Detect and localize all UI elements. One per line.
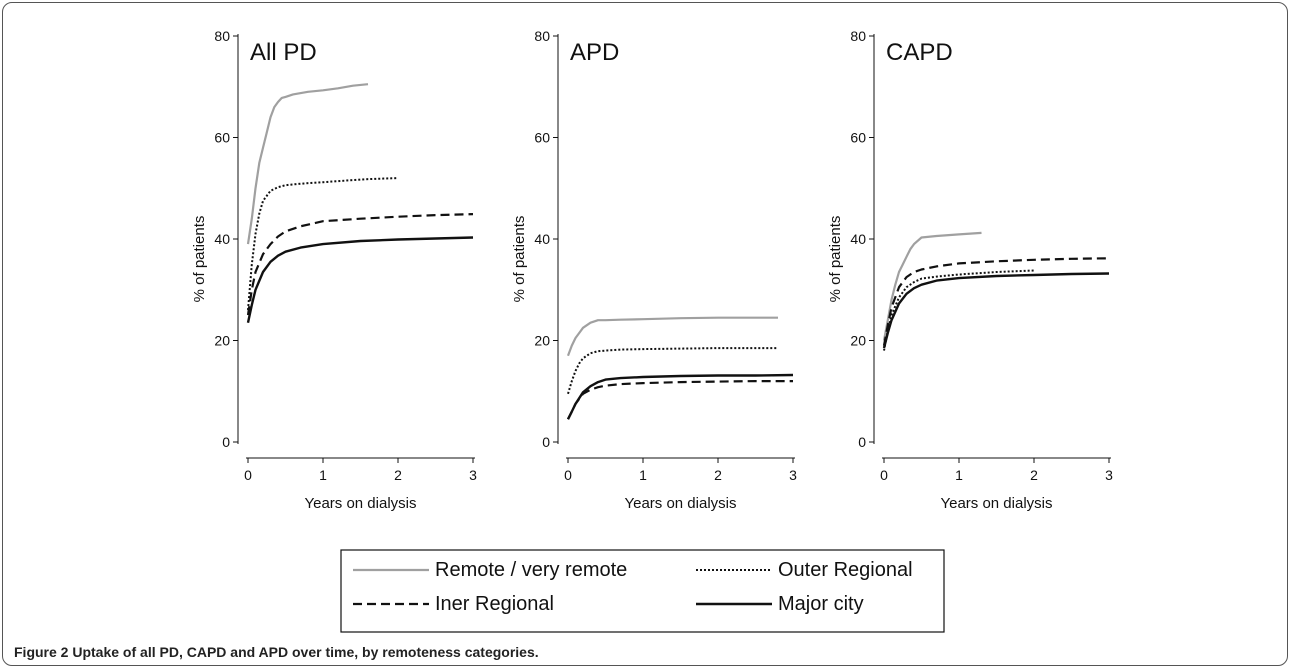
series-line-inner bbox=[882, 257, 1110, 346]
panel-title: All PD bbox=[250, 39, 317, 66]
x-axis-title: Years on dialysis bbox=[940, 495, 1052, 512]
series-line-major bbox=[246, 236, 474, 323]
x-tick-label: 1 bbox=[639, 467, 647, 483]
legend-box bbox=[340, 549, 945, 633]
x-tick-label: 1 bbox=[319, 467, 327, 483]
series-line-outer bbox=[883, 269, 1035, 351]
y-tick-label: 80 bbox=[214, 28, 230, 44]
y-tick-label: 40 bbox=[214, 231, 230, 247]
y-tick-label: 0 bbox=[858, 434, 866, 450]
x-tick-label: 0 bbox=[880, 467, 888, 483]
x-tick-label: 0 bbox=[564, 467, 572, 483]
legend-label-outer: Outer Regional bbox=[778, 559, 913, 581]
x-axis-title: Years on dialysis bbox=[624, 495, 736, 512]
y-axis-title: % of patients bbox=[511, 216, 528, 303]
y-tick-label: 60 bbox=[214, 130, 230, 146]
y-axis-title: % of patients bbox=[191, 216, 208, 303]
chart-panel-apd: 0 20 40 60 80 0 1 2 3 Years on dialysis % of patie… bbox=[511, 28, 797, 512]
x-tick-label: 2 bbox=[714, 467, 722, 483]
y-tick-label: 40 bbox=[534, 231, 550, 247]
series-line-remote bbox=[246, 83, 369, 245]
x-tick-label: 3 bbox=[469, 467, 477, 483]
x-axis-title: Years on dialysis bbox=[304, 495, 416, 512]
series-line-major bbox=[882, 272, 1110, 349]
x-tick-label: 1 bbox=[955, 467, 963, 483]
legend: Remote / very remote Outer Regional Iner R… bbox=[340, 549, 945, 633]
y-tick-label: 20 bbox=[850, 333, 866, 349]
legend-label-remote: Remote / very remote bbox=[435, 559, 627, 581]
x-tick-label: 0 bbox=[244, 467, 252, 483]
y-tick-label: 20 bbox=[534, 333, 550, 349]
legend-label-inner: Iner Regional bbox=[435, 593, 554, 615]
panel-title: APD bbox=[570, 39, 619, 66]
series-line-remote bbox=[882, 231, 982, 341]
series-line-inner bbox=[246, 213, 474, 316]
y-tick-label: 0 bbox=[542, 434, 550, 450]
y-tick-label: 60 bbox=[534, 130, 550, 146]
y-axis-title: % of patients bbox=[827, 216, 844, 303]
y-tick-label: 0 bbox=[222, 434, 230, 450]
legend-items: Remote / very remote Outer Regional Iner R… bbox=[353, 559, 913, 615]
series-line-inner bbox=[567, 380, 793, 420]
panel-title: CAPD bbox=[886, 39, 953, 66]
figure-caption-text: Uptake of all PD, CAPD and APD over time… bbox=[72, 644, 539, 660]
y-tick-label: 80 bbox=[850, 28, 866, 44]
x-tick-label: 3 bbox=[1105, 467, 1113, 483]
x-tick-label: 2 bbox=[394, 467, 402, 483]
y-tick-label: 60 bbox=[850, 130, 866, 146]
figure-caption: Figure 2 Uptake of all PD, CAPD and APD … bbox=[14, 644, 539, 660]
y-tick-label: 40 bbox=[850, 231, 866, 247]
x-tick-label: 2 bbox=[1030, 467, 1038, 483]
chart-panel-all-pd: 0 20 40 60 80 0 1 2 3 Years on dialysis % of patie… bbox=[191, 28, 477, 512]
y-tick-label: 20 bbox=[214, 333, 230, 349]
y-tick-label: 80 bbox=[534, 28, 550, 44]
figure-label: Figure 2 bbox=[14, 644, 69, 660]
x-tick-label: 3 bbox=[789, 467, 797, 483]
series-line-remote bbox=[566, 316, 778, 357]
chart-panel-capd: 0 20 40 60 80 0 1 2 3 Years on dialysis % of patie… bbox=[827, 28, 1113, 512]
series-line-major bbox=[566, 373, 794, 420]
series-line-outer bbox=[247, 177, 399, 311]
legend-label-major: Major city bbox=[778, 593, 864, 615]
series-line-outer bbox=[567, 347, 778, 395]
